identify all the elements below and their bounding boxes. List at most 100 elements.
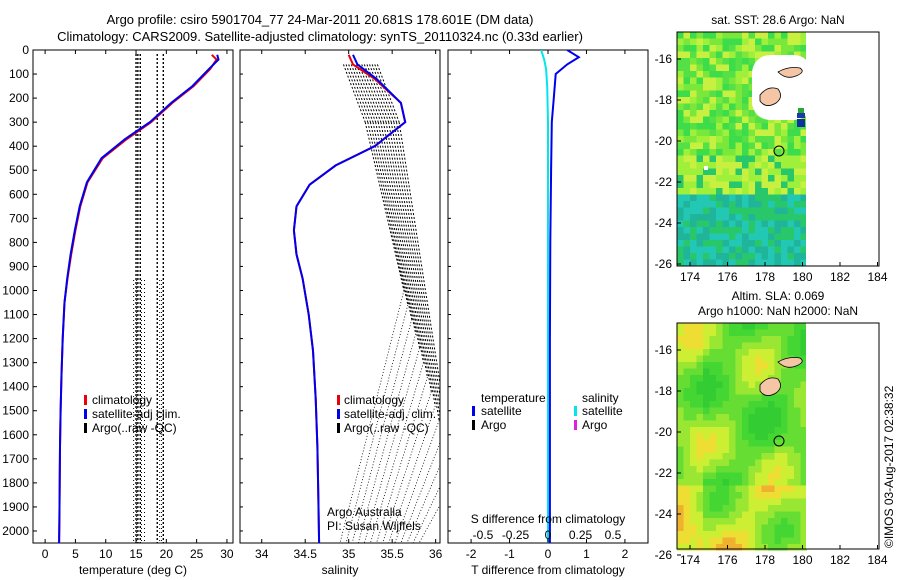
sst-cell bbox=[781, 220, 788, 228]
sla-cell bbox=[742, 349, 749, 356]
sla-cell bbox=[755, 368, 762, 376]
sla-cell bbox=[690, 524, 697, 532]
sst-cell bbox=[768, 259, 775, 267]
sla-cell bbox=[787, 524, 795, 532]
sst-cell bbox=[742, 38, 749, 46]
sla-cell bbox=[755, 446, 762, 454]
sla-cell bbox=[735, 453, 743, 460]
sla-cell bbox=[794, 498, 801, 506]
sla-cell bbox=[781, 427, 788, 434]
sst-cell bbox=[683, 84, 691, 91]
sst-cell bbox=[709, 201, 717, 208]
legend-swatch-climatology bbox=[84, 395, 87, 405]
sla-cell bbox=[696, 401, 704, 408]
sst-cell bbox=[735, 149, 743, 156]
sst-cell bbox=[722, 116, 730, 124]
sst-cell bbox=[748, 110, 756, 117]
sla-cell bbox=[742, 524, 749, 532]
sst-cell bbox=[683, 110, 691, 117]
sst-cell bbox=[761, 188, 769, 195]
sla-cell bbox=[800, 375, 808, 382]
sst-cell bbox=[781, 175, 788, 182]
sla-cell bbox=[696, 446, 704, 454]
sst-cell bbox=[683, 58, 691, 65]
sla-cell bbox=[690, 459, 697, 467]
sla-cell bbox=[722, 544, 730, 551]
sst-cell bbox=[703, 64, 710, 72]
sla-cell bbox=[722, 355, 730, 363]
sst-cell bbox=[761, 136, 769, 143]
sst-cell bbox=[709, 142, 717, 150]
sla-cell bbox=[696, 414, 704, 421]
sla-cell bbox=[794, 407, 801, 415]
sla-cell bbox=[696, 375, 704, 382]
sst-cell bbox=[742, 246, 749, 254]
sla-cell bbox=[683, 492, 691, 499]
sst-cell bbox=[696, 58, 704, 65]
sla-cell bbox=[709, 531, 717, 538]
sla-cell bbox=[709, 388, 717, 395]
sla-cell bbox=[755, 427, 762, 434]
sla-cell bbox=[696, 381, 704, 389]
sla-cell bbox=[755, 453, 762, 460]
sst-cell bbox=[690, 103, 697, 111]
sst-cell bbox=[755, 155, 762, 163]
sst-cell bbox=[794, 181, 801, 189]
sla-cell bbox=[677, 427, 684, 434]
sst-cell bbox=[729, 181, 736, 189]
island-vanua-levu bbox=[777, 67, 803, 78]
sla-cell bbox=[709, 446, 717, 454]
sst-cell bbox=[716, 129, 723, 137]
sla-cell bbox=[716, 336, 723, 343]
sla-cell bbox=[787, 375, 795, 382]
sst-cell bbox=[722, 129, 730, 137]
sst-cell bbox=[742, 233, 749, 241]
sla-cell bbox=[755, 531, 762, 538]
sst-cell bbox=[709, 90, 717, 98]
sla-cell bbox=[800, 407, 808, 415]
sst-cell bbox=[709, 45, 717, 52]
sla-cell bbox=[768, 440, 775, 447]
sla-cell bbox=[703, 453, 710, 460]
sla-cell bbox=[722, 336, 730, 343]
sst-cell bbox=[716, 207, 723, 215]
sst-cell bbox=[800, 32, 808, 39]
sst-cell bbox=[794, 155, 801, 163]
sla-cell bbox=[755, 414, 762, 421]
sla-cell bbox=[703, 492, 710, 499]
sst-cell bbox=[690, 168, 697, 176]
sla-cell bbox=[696, 362, 704, 369]
sst-cell bbox=[755, 233, 762, 241]
sla-cell bbox=[722, 492, 730, 499]
sla-cell bbox=[774, 414, 782, 421]
sla-cell bbox=[735, 485, 743, 493]
sst-cell bbox=[677, 90, 684, 98]
y-tick-label: 1500 bbox=[2, 404, 29, 418]
sla-cell bbox=[768, 323, 775, 330]
sla-cell bbox=[761, 401, 769, 408]
sst-cell bbox=[761, 45, 769, 52]
legend-label-s-satellite: satellite bbox=[582, 404, 623, 418]
sla-cell bbox=[729, 459, 736, 467]
sla-cell bbox=[761, 505, 769, 512]
sla-cell bbox=[768, 362, 775, 369]
sst-cell bbox=[755, 45, 762, 52]
x-tick-label: 34 bbox=[255, 547, 269, 561]
argo-dotted-line bbox=[382, 391, 432, 543]
sla-cell bbox=[716, 401, 723, 408]
sla-cell bbox=[748, 492, 756, 499]
sst-cell bbox=[742, 103, 749, 111]
map-y-tick-label: -16 bbox=[655, 343, 673, 357]
sst-cell bbox=[703, 90, 710, 98]
sst-cell bbox=[761, 149, 769, 156]
sst-cell bbox=[761, 38, 769, 46]
sst-cell bbox=[761, 201, 769, 208]
sla-cell bbox=[709, 427, 717, 434]
sst-cell bbox=[716, 162, 723, 169]
sst-cell bbox=[800, 188, 808, 195]
sla-cell bbox=[774, 336, 782, 343]
sla-cell bbox=[768, 544, 775, 551]
sla-cell bbox=[735, 498, 743, 506]
sla-cell bbox=[787, 394, 795, 402]
x-tick-label: 2 bbox=[622, 547, 629, 561]
